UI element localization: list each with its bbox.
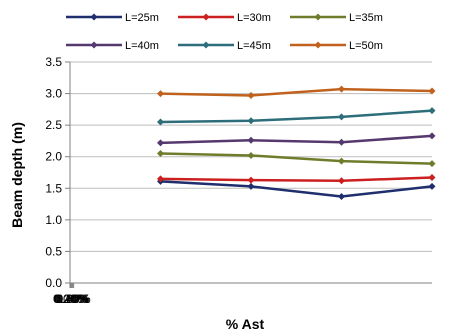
y-tick-label: 2.5 — [45, 118, 62, 132]
plot-area — [157, 85, 436, 200]
data-point — [247, 91, 255, 99]
series-line — [160, 109, 433, 124]
legend-marker — [202, 13, 210, 21]
series-l-35m — [157, 150, 436, 168]
y-axis-title: Beam depth (m) — [9, 122, 25, 228]
y-tick-label: 3.5 — [45, 55, 62, 69]
legend-label: L=50m — [349, 40, 383, 52]
data-point — [428, 160, 436, 168]
legend-label: L=25m — [125, 12, 159, 24]
data-point — [157, 90, 164, 98]
series-line — [160, 87, 433, 97]
data-point — [157, 139, 164, 147]
axes — [65, 61, 432, 288]
legend-marker — [314, 41, 322, 49]
data-point — [428, 132, 436, 140]
data-point — [247, 176, 255, 184]
legend-item-l-30m: L=30m — [178, 12, 271, 24]
data-point — [428, 107, 436, 115]
data-point — [338, 192, 345, 200]
series-l-30m — [157, 174, 436, 185]
x-tick-label: 0.20% — [54, 292, 88, 306]
series-line — [160, 180, 433, 198]
data-point — [157, 118, 164, 126]
x-tick-labels: 0.00%0.20%0.40%0.60%0.80% — [53, 292, 91, 306]
legend: L=25m L=30m L=35m L=40m L=45m L=50m — [66, 12, 383, 52]
legend-item-l-45m: L=45m — [178, 40, 271, 52]
legend-item-l-35m: L=35m — [290, 12, 383, 24]
series-line — [160, 152, 433, 165]
legend-label: L=30m — [237, 12, 271, 24]
data-point — [247, 117, 255, 125]
legend-marker — [202, 41, 210, 49]
data-point — [428, 174, 436, 182]
x-tick-label: 0.00% — [53, 292, 87, 306]
data-point — [428, 87, 436, 95]
data-point — [338, 157, 345, 165]
legend-label: L=35m — [349, 12, 383, 24]
y-tick-labels: 0.0 0.5 1.0 1.5 2.0 2.5 3.0 3.5 — [45, 55, 62, 290]
legend-marker — [90, 13, 98, 21]
data-point — [338, 113, 345, 121]
x-tick-label: 0.40% — [55, 292, 89, 306]
data-point — [247, 136, 255, 144]
legend-item-l-50m: L=50m — [290, 40, 383, 52]
series-l-50m — [157, 85, 436, 99]
series-l-40m — [157, 132, 436, 147]
data-point — [338, 177, 345, 185]
data-point — [157, 175, 164, 183]
data-point — [428, 182, 436, 190]
legend-marker — [90, 41, 98, 49]
x-axis-title: % Ast — [226, 316, 265, 332]
data-point — [157, 150, 164, 158]
y-tick-label: 2.0 — [45, 150, 62, 164]
x-tick-label: 0.80% — [57, 292, 91, 306]
data-point — [247, 182, 255, 190]
legend-label: L=40m — [125, 40, 159, 52]
y-tick-label: 0.0 — [45, 276, 62, 290]
legend-item-l-40m: L=40m — [66, 40, 159, 52]
data-point — [247, 151, 255, 159]
series-line — [160, 134, 433, 145]
data-point — [338, 138, 345, 146]
series-l-45m — [157, 107, 436, 126]
y-tick-label: 1.5 — [45, 181, 62, 195]
y-tick-label: 3.0 — [45, 87, 62, 101]
series-line — [160, 176, 433, 182]
legend-label: L=45m — [237, 40, 271, 52]
legend-item-l-25m: L=25m — [66, 12, 159, 24]
y-tick-label: 1.0 — [45, 213, 62, 227]
x-tick-label: 0.60% — [56, 292, 90, 306]
y-tick-label: 0.5 — [45, 244, 62, 258]
legend-marker — [314, 13, 322, 21]
data-point — [338, 85, 345, 93]
